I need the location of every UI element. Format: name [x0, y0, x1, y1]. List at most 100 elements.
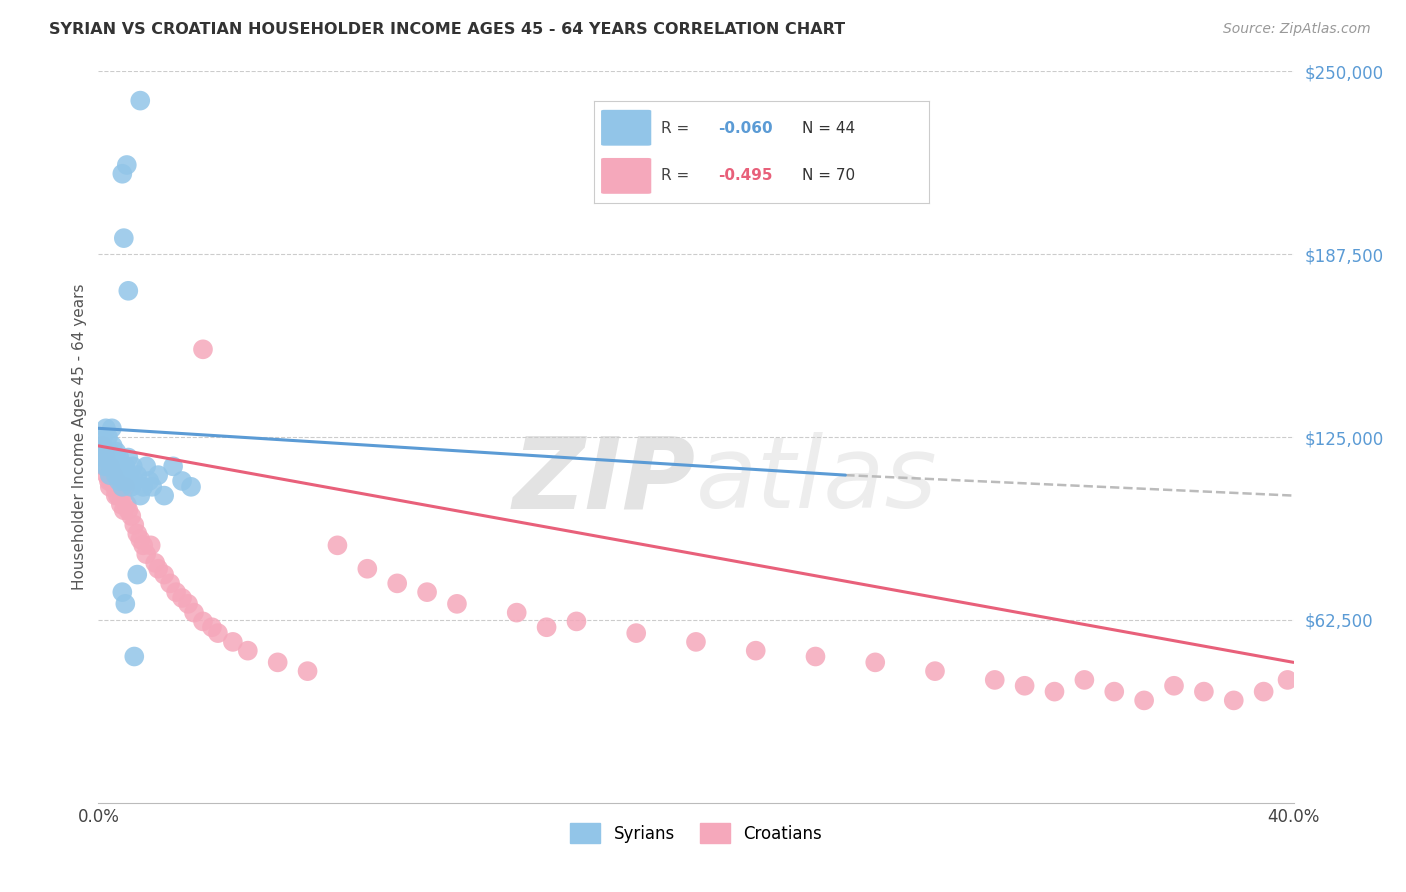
Point	[112, 231, 135, 245]
Point	[94, 421, 117, 435]
Point	[117, 503, 139, 517]
Point	[162, 459, 184, 474]
Point	[98, 480, 121, 494]
Point	[236, 643, 259, 657]
Point	[91, 430, 114, 444]
Point	[1223, 693, 1246, 707]
Point	[165, 585, 187, 599]
Point	[90, 450, 112, 465]
Point	[107, 474, 129, 488]
Point	[104, 489, 127, 503]
Point	[1277, 673, 1299, 687]
Point	[153, 489, 176, 503]
Point	[172, 474, 194, 488]
Point	[124, 649, 146, 664]
Point	[1253, 684, 1275, 698]
Point	[112, 503, 135, 517]
Point	[135, 459, 157, 474]
Point	[111, 480, 134, 494]
Point	[111, 585, 134, 599]
Point	[984, 673, 1007, 687]
Point	[297, 664, 319, 678]
Point	[565, 615, 588, 629]
Point	[1133, 693, 1156, 707]
Point	[111, 459, 134, 474]
Text: ZIP: ZIP	[513, 433, 696, 530]
Point	[96, 459, 118, 474]
Point	[191, 615, 214, 629]
Point	[97, 430, 120, 444]
Legend: Syrians, Croatians: Syrians, Croatians	[564, 817, 828, 849]
Point	[105, 474, 128, 488]
Text: SYRIAN VS CROATIAN HOUSEHOLDER INCOME AGES 45 - 64 YEARS CORRELATION CHART: SYRIAN VS CROATIAN HOUSEHOLDER INCOME AG…	[49, 22, 845, 37]
Point	[1073, 673, 1095, 687]
Point	[124, 474, 146, 488]
Point	[267, 656, 290, 670]
Point	[96, 444, 118, 458]
Point	[101, 439, 124, 453]
Point	[91, 439, 114, 453]
Point	[416, 585, 439, 599]
Point	[127, 526, 149, 541]
Point	[177, 597, 200, 611]
Point	[141, 480, 163, 494]
Point	[110, 468, 132, 483]
Point	[159, 576, 181, 591]
Point	[626, 626, 648, 640]
Point	[98, 444, 122, 458]
Point	[96, 468, 118, 483]
Point	[111, 489, 134, 503]
Point	[127, 468, 149, 483]
Point	[148, 468, 170, 483]
Point	[745, 643, 768, 657]
Point	[1163, 679, 1185, 693]
Point	[104, 468, 127, 483]
Point	[114, 597, 136, 611]
Point	[112, 474, 135, 488]
Point	[536, 620, 558, 634]
Point	[93, 450, 115, 465]
Point	[865, 656, 887, 670]
Point	[96, 459, 118, 474]
Point	[118, 468, 141, 483]
Point	[924, 664, 946, 678]
Point	[143, 556, 166, 570]
Point	[1043, 684, 1066, 698]
Point	[108, 480, 131, 494]
Text: atlas: atlas	[696, 433, 938, 530]
Point	[132, 538, 155, 552]
Point	[97, 450, 120, 465]
Point	[129, 489, 152, 503]
Point	[111, 167, 134, 181]
Point	[107, 459, 129, 474]
Point	[180, 480, 202, 494]
Point	[105, 444, 128, 458]
Point	[104, 459, 127, 474]
Point	[191, 343, 214, 357]
Point	[446, 597, 468, 611]
Point	[129, 94, 152, 108]
Point	[94, 450, 117, 465]
Point	[127, 567, 149, 582]
Point	[114, 480, 136, 494]
Point	[115, 497, 138, 511]
Point	[101, 474, 124, 488]
Point	[139, 538, 162, 552]
Point	[356, 562, 378, 576]
Point	[108, 450, 131, 465]
Point	[138, 474, 160, 488]
Point	[201, 620, 224, 634]
Point	[1104, 684, 1126, 698]
Point	[110, 497, 132, 511]
Point	[93, 444, 115, 458]
Point	[183, 606, 205, 620]
Point	[103, 450, 125, 465]
Point	[117, 450, 139, 465]
Point	[120, 480, 142, 494]
Point	[385, 576, 409, 591]
Point	[98, 459, 122, 474]
Y-axis label: Householder Income Ages 45 - 64 years: Householder Income Ages 45 - 64 years	[72, 284, 87, 591]
Point	[153, 567, 176, 582]
Point	[117, 284, 139, 298]
Point	[1014, 679, 1036, 693]
